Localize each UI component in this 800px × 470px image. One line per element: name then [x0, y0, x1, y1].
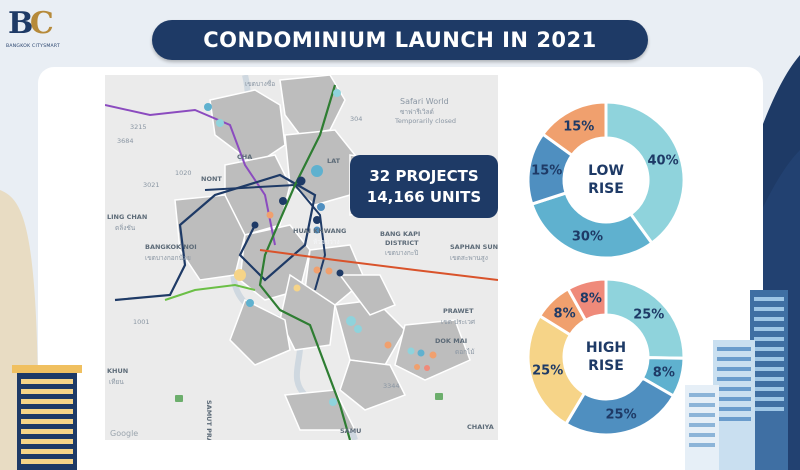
high_rise-segment-label-1: 8% — [652, 365, 675, 381]
map-label-samutprakan: SAMUT PRAKAN — [205, 400, 213, 440]
map-label-lat: LAT — [327, 157, 341, 165]
map-label-bangkapi-thai: เขตบางกะปิ — [385, 249, 419, 257]
map-label-safari: Safari World — [400, 97, 449, 106]
high-rise-label-line2: RISE — [588, 358, 624, 374]
map-label-saphansung: SAPHAN SUN — [450, 243, 498, 251]
map-label-road-1001: 1001 — [133, 318, 150, 326]
low-rise-donut-chart — [526, 100, 686, 260]
map-label-huaikhwang: HUAI KHWANG — [293, 227, 347, 235]
low_rise-segment-label-1: 30% — [571, 229, 604, 245]
right-buildings-illustration — [685, 290, 788, 470]
map-svg — [105, 75, 498, 440]
map-label-safari-thai: ซาฟารีเวิลด์ — [400, 108, 434, 116]
map-label-nont: NONT — [201, 175, 222, 183]
map-label-road-3215: 3215 — [130, 123, 147, 131]
high_rise-segment-2 — [563, 375, 676, 437]
page-title: CONDOMINIUM LAUNCH IN 2021 — [203, 28, 597, 52]
map-label-bangkoknoi-thai: เขตบางกอกน้อย — [145, 254, 191, 262]
map-label-road-3021: 3021 — [143, 181, 160, 189]
map-label-khun-thai: เทียน — [109, 378, 124, 386]
map-label-dokmai: DOK MAI — [435, 337, 468, 345]
brand-logo: BC BANGKOK CITYSMART — [0, 0, 70, 62]
low-rise-label: LOW RISE — [588, 162, 624, 198]
low_rise-segment-label-3: 15% — [563, 119, 595, 135]
low-rise-label-line2: RISE — [588, 181, 624, 197]
map-label-google: Google — [110, 429, 139, 438]
high_rise-segment-5 — [566, 277, 608, 323]
low-rise-label-line1: LOW — [588, 163, 624, 179]
high-rise-label: HIGH RISE — [586, 339, 626, 375]
unit-count: 14,166 UNITS — [366, 187, 482, 206]
low_rise-segment-0 — [604, 100, 686, 246]
map-label-bangkapi: BANG KAPI — [380, 230, 421, 238]
map-label-safari-status: Temporarily closed — [395, 117, 457, 125]
map-label-saphansung-thai: เขตสะพานสูง — [450, 254, 488, 262]
map-label-huaikhwang-thai: ห้วยขวาง — [313, 238, 340, 246]
left-building-illustration — [12, 365, 82, 470]
map-label-top-thai: เขตบางซื่อ — [245, 80, 276, 88]
page-title-banner: CONDOMINIUM LAUNCH IN 2021 — [152, 20, 648, 60]
project-summary-box: 32 PROJECTS 14,166 UNITS — [350, 155, 498, 218]
logo-mark: BC — [8, 6, 54, 41]
map-label-bangkoknoi: BANGKOK NOI — [145, 243, 197, 251]
map-label-bangkapi-district: DISTRICT — [385, 239, 419, 247]
map-label-samut: SAMU — [340, 427, 362, 435]
map-label-khun: KHUN — [107, 367, 129, 375]
high_rise-segment-label-5: 8% — [579, 291, 602, 307]
bangkok-map: เขตบางซื่อ Safari World ซาฟารีเวิลด์ Tem… — [105, 75, 498, 440]
low_rise-segment-label-2: 15% — [531, 163, 563, 179]
high-rise-donut-chart — [526, 277, 686, 437]
project-count: 32 PROJECTS — [369, 166, 479, 185]
high_rise-segment-label-0: 25% — [633, 307, 665, 323]
map-label-road-3684: 3684 — [117, 137, 134, 145]
high_rise-segment-label-4: 8% — [553, 306, 576, 322]
high_rise-segment-label-2: 25% — [605, 407, 637, 423]
map-label-road-3344: 3344 — [383, 382, 400, 390]
map-label-lingchan-thai: ตลิ่งชัน — [115, 224, 136, 232]
map-label-lingchan: LING CHAN — [107, 213, 148, 221]
map-label-road-304: 304 — [350, 115, 363, 123]
low_rise-segment-3 — [540, 100, 608, 158]
low_rise-segment-label-0: 40% — [647, 153, 679, 169]
map-label-chaiya: CHAIYA — [467, 423, 494, 431]
map-label-cha: CHA — [237, 153, 253, 161]
low_rise-segment-1 — [529, 191, 654, 260]
map-label-road-1020: 1020 — [175, 169, 192, 177]
high-rise-label-line1: HIGH — [585, 340, 627, 356]
project-markers — [204, 89, 437, 406]
logo-subtitle: BANGKOK CITYSMART — [6, 44, 61, 49]
map-label-prawet: PRAWET — [443, 307, 474, 315]
map-label-prawet-thai: เขต ประเวศ — [441, 318, 476, 326]
map-label-dokmai-thai: ดอกไม้ — [455, 348, 475, 356]
high_rise-segment-label-3: 25% — [532, 363, 564, 379]
